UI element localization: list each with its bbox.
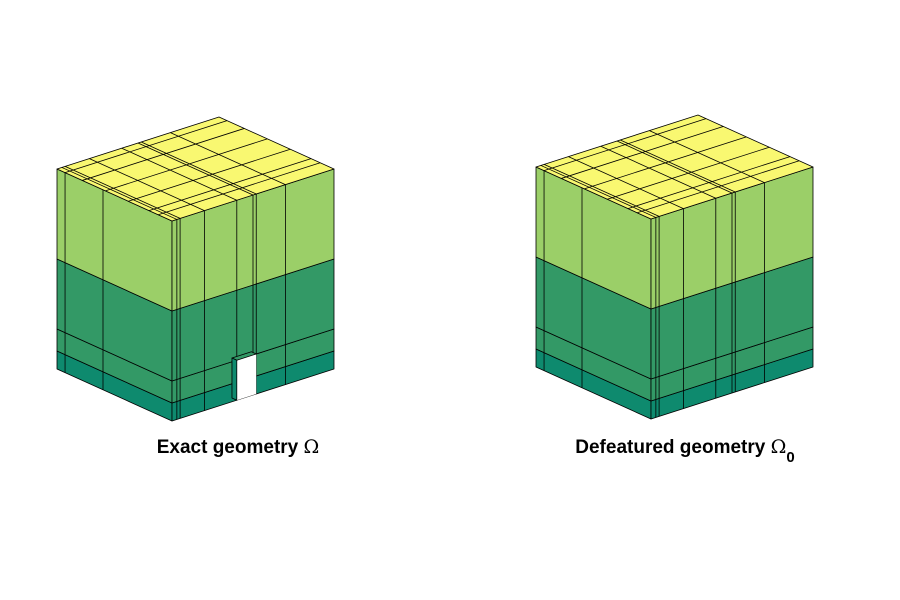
defeatured-geometry-caption: Defeatured geometry Ω0 <box>575 436 794 466</box>
defeatured-geometry-cube <box>535 114 814 420</box>
top-gridline-b-6 <box>170 132 286 185</box>
exact-geometry-cube <box>56 116 335 422</box>
top-gridline-b-2 <box>89 158 205 211</box>
top-gridline-b-4 <box>616 140 733 194</box>
top-gridline-b-2 <box>568 156 684 209</box>
top-gridline-b-0 <box>540 165 657 218</box>
top-gridline-b-5 <box>620 139 736 193</box>
notch-cutout <box>236 353 257 401</box>
top-gridline-b-3 <box>600 145 716 199</box>
top-gridline-b-1 <box>64 166 181 219</box>
top-gridline-b-1 <box>543 164 660 217</box>
top-gridline-b-4 <box>137 142 254 196</box>
top-gridline-b-3 <box>121 147 237 201</box>
top-gridline-b-6 <box>649 130 765 183</box>
top-gridline-b-5 <box>141 141 257 195</box>
notch-side-face <box>231 357 238 401</box>
exact-geometry-caption: Exact geometry Ω <box>157 436 320 458</box>
top-gridline-b-0 <box>61 167 178 220</box>
